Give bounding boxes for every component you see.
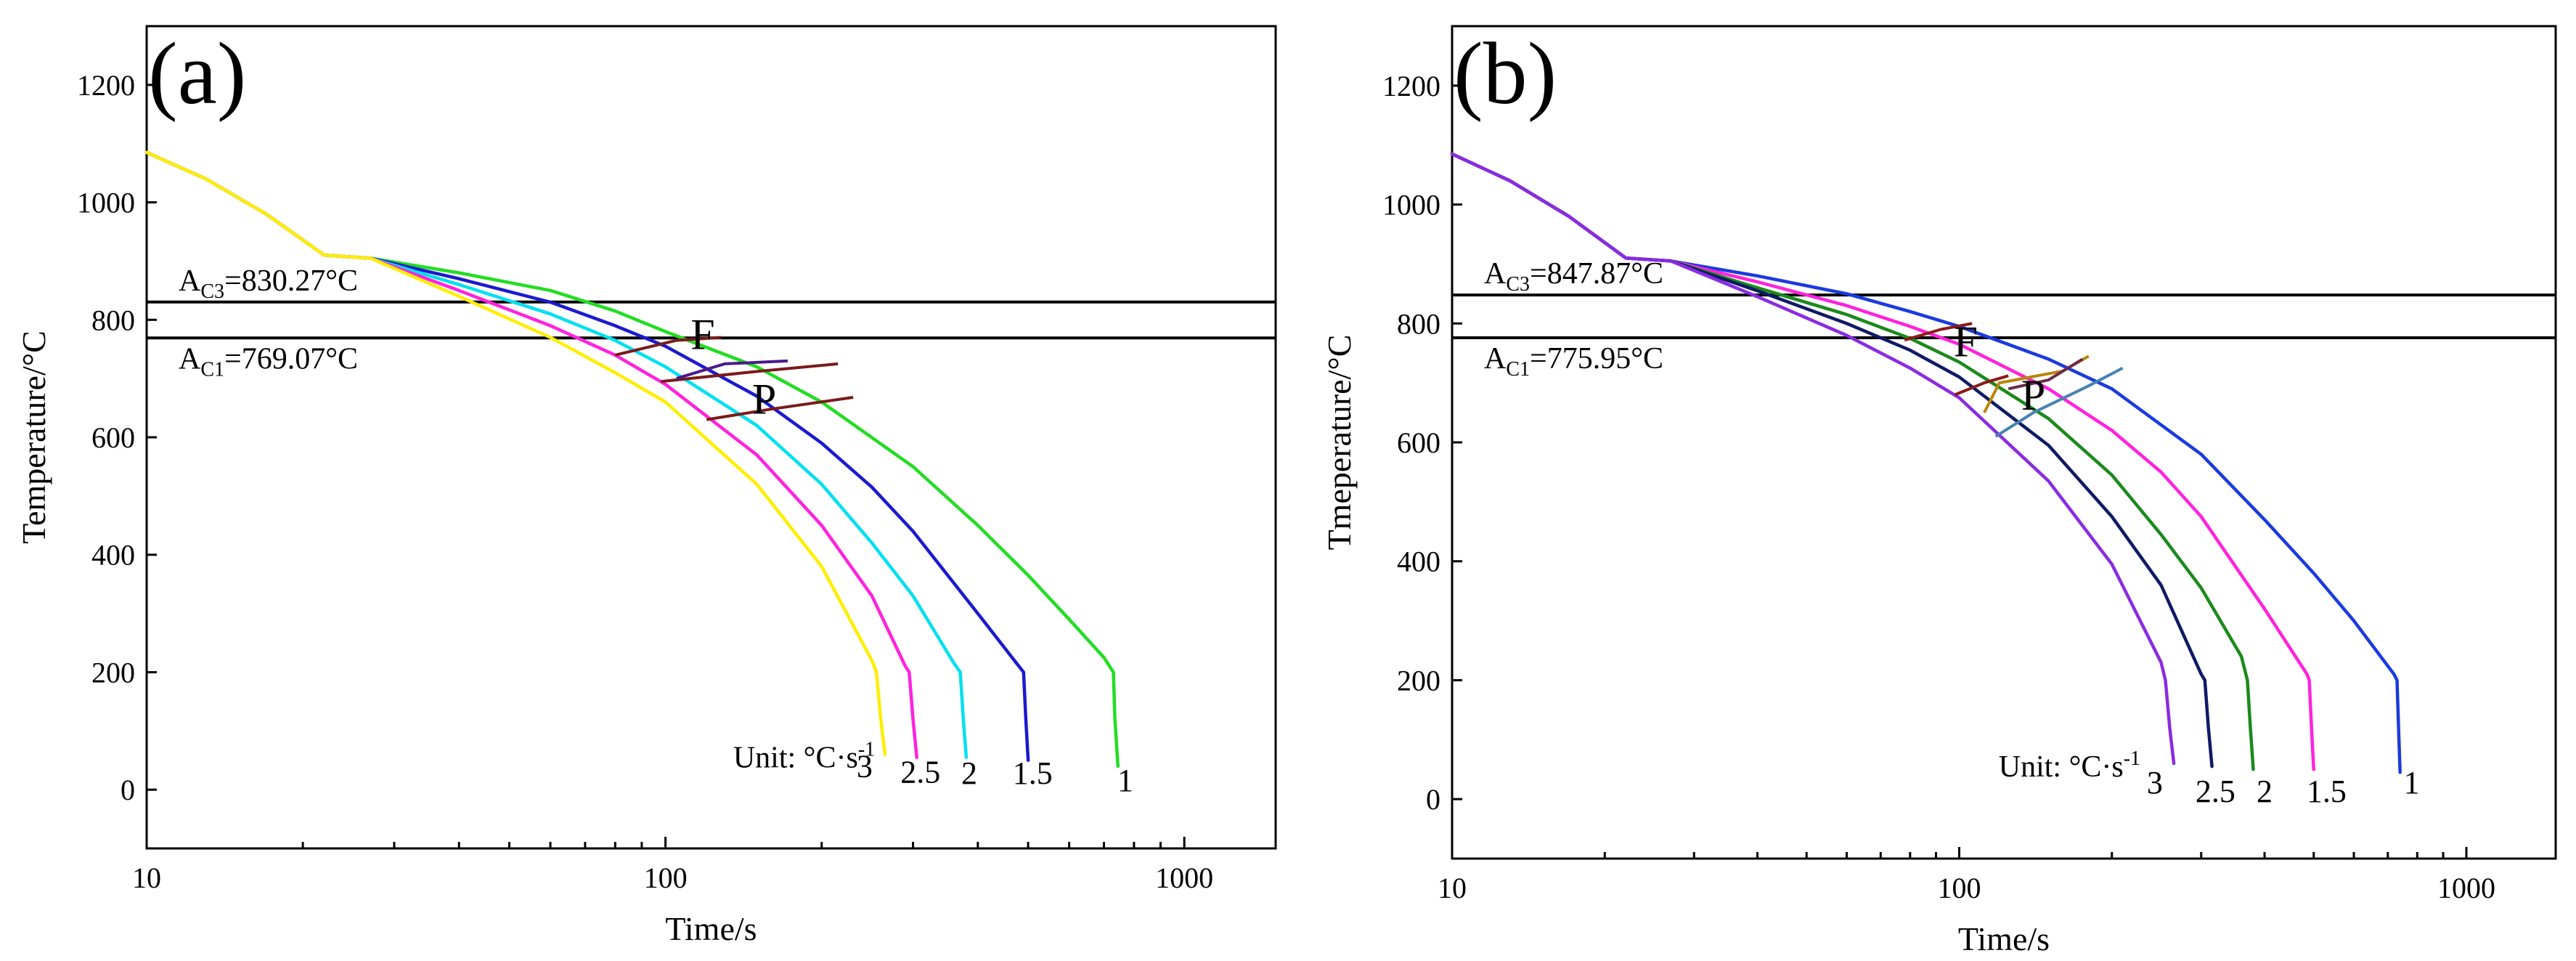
hline-label-ac1: AC1=775.95°C (1484, 342, 1663, 381)
unit-annotation: Unit: °C·s-1 (1999, 747, 2140, 784)
y-axis-title: Tmeperature/°C (1321, 335, 1358, 551)
series-line-rate-3 (144, 150, 887, 756)
y-tick-label: 200 (91, 656, 135, 689)
unit-superscript: -1 (858, 738, 875, 761)
y-tick-label: 1200 (77, 69, 135, 102)
unit-annotation: Unit: °C·s-1 (733, 738, 875, 774)
rate-label: 2.5 (900, 754, 940, 790)
phase-boundary-line (1954, 374, 2009, 397)
y-tick-label: 800 (91, 304, 135, 336)
x-axis-title: Time/s (665, 910, 757, 947)
y-tick-label: 0 (121, 774, 135, 806)
y-tick-label: 1200 (1382, 70, 1440, 102)
chart-panel-a: 0 200 400 600 800 1000 1200 10 100 1000 Time/s Temp… (15, 25, 1277, 947)
rate-label: 1.5 (1013, 755, 1053, 791)
series-line-rate-1_5 (1450, 152, 2315, 771)
rate-label: 1 (2404, 765, 2420, 800)
series-line-rate-2 (1450, 152, 2255, 771)
hline-label-subscript: C3 (200, 280, 224, 303)
hline-label-ac3: AC3=830.27°C (179, 264, 358, 303)
region-label-f: F (690, 311, 714, 359)
y-tick-label: 1000 (1382, 189, 1440, 222)
y-tick-label: 600 (91, 421, 135, 454)
hline-label-main: A (179, 342, 201, 376)
phase-boundary-line (1994, 366, 2124, 438)
region-label-p: P (752, 376, 776, 423)
series-line-rate-2_5 (144, 150, 918, 759)
panel-label: (a) (148, 25, 246, 123)
y-tick-label: 0 (1426, 783, 1440, 816)
phase-boundary-line (676, 359, 788, 381)
chart-panel-b: 0 200 400 600 800 1000 1200 10 100 1000 Time/s Tmep… (1321, 25, 2557, 957)
y-tick-label: 400 (1397, 546, 1440, 578)
x-tick-label: 1000 (1155, 861, 1213, 894)
phase-boundary-line (661, 362, 839, 384)
phase-boundary-line (614, 336, 722, 357)
x-tick-label: 1000 (2437, 872, 2495, 904)
x-tick-label: 10 (1438, 872, 1467, 904)
hline-label-value: =769.07°C (224, 342, 358, 376)
panel-label: (b) (1454, 25, 1557, 123)
region-label-f: F (1954, 317, 1978, 365)
series-line-rate-2 (144, 150, 969, 759)
rate-label: 2 (2257, 774, 2273, 809)
unit-text: Unit: °C·s (1999, 750, 2124, 784)
y-tick-label: 800 (1397, 307, 1440, 340)
y-axis-title: Temperature/°C (15, 331, 52, 544)
hline-label-value: =847.87°C (1530, 257, 1663, 291)
rate-label: 3 (2147, 765, 2163, 800)
hline-label-value: =775.95°C (1530, 342, 1663, 376)
hline-label-value: =830.27°C (224, 264, 358, 298)
rate-label: 2 (961, 755, 977, 791)
unit-superscript: -1 (2124, 747, 2140, 770)
y-tick-label: 400 (91, 539, 135, 572)
phase-boundary-line (2008, 357, 2084, 391)
x-tick-label: 100 (1938, 872, 1981, 904)
hline-label-main: A (1484, 257, 1507, 291)
plot-frame (145, 25, 1277, 850)
hline-label-main: A (1484, 342, 1507, 376)
x-axis-title: Time/s (1958, 920, 2050, 957)
hline-label-ac1: AC1=769.07°C (179, 342, 358, 381)
phase-boundary-line (706, 396, 854, 421)
plot-frame (1451, 25, 2557, 860)
x-tick-label: 10 (132, 861, 161, 894)
hline-label-main: A (179, 264, 201, 298)
y-tick-label: 600 (1397, 426, 1440, 459)
hline-label-ac3: AC3=847.87°C (1484, 257, 1663, 296)
rate-label: 1.5 (2307, 774, 2347, 809)
rate-label: 2.5 (2196, 774, 2235, 809)
y-tick-label: 1000 (77, 187, 135, 219)
series-line-rate-2_5 (1450, 152, 2214, 769)
hline-label-subscript: C1 (1506, 358, 1530, 381)
y-tick-label: 200 (1397, 664, 1440, 697)
rate-label: 1 (1117, 763, 1133, 798)
x-tick-label: 100 (644, 861, 688, 894)
unit-text: Unit: °C·s (733, 741, 858, 774)
series-line-rate-1 (1450, 152, 2402, 774)
hline-label-subscript: C3 (1506, 273, 1530, 296)
rate-label: 3 (857, 748, 873, 784)
region-label-p: P (2021, 371, 2045, 419)
series-line-rate-3 (1450, 152, 2176, 766)
hline-label-subscript: C1 (200, 358, 224, 381)
phase-boundary-line (1904, 322, 1973, 342)
series-line-rate-1 (144, 150, 1120, 769)
